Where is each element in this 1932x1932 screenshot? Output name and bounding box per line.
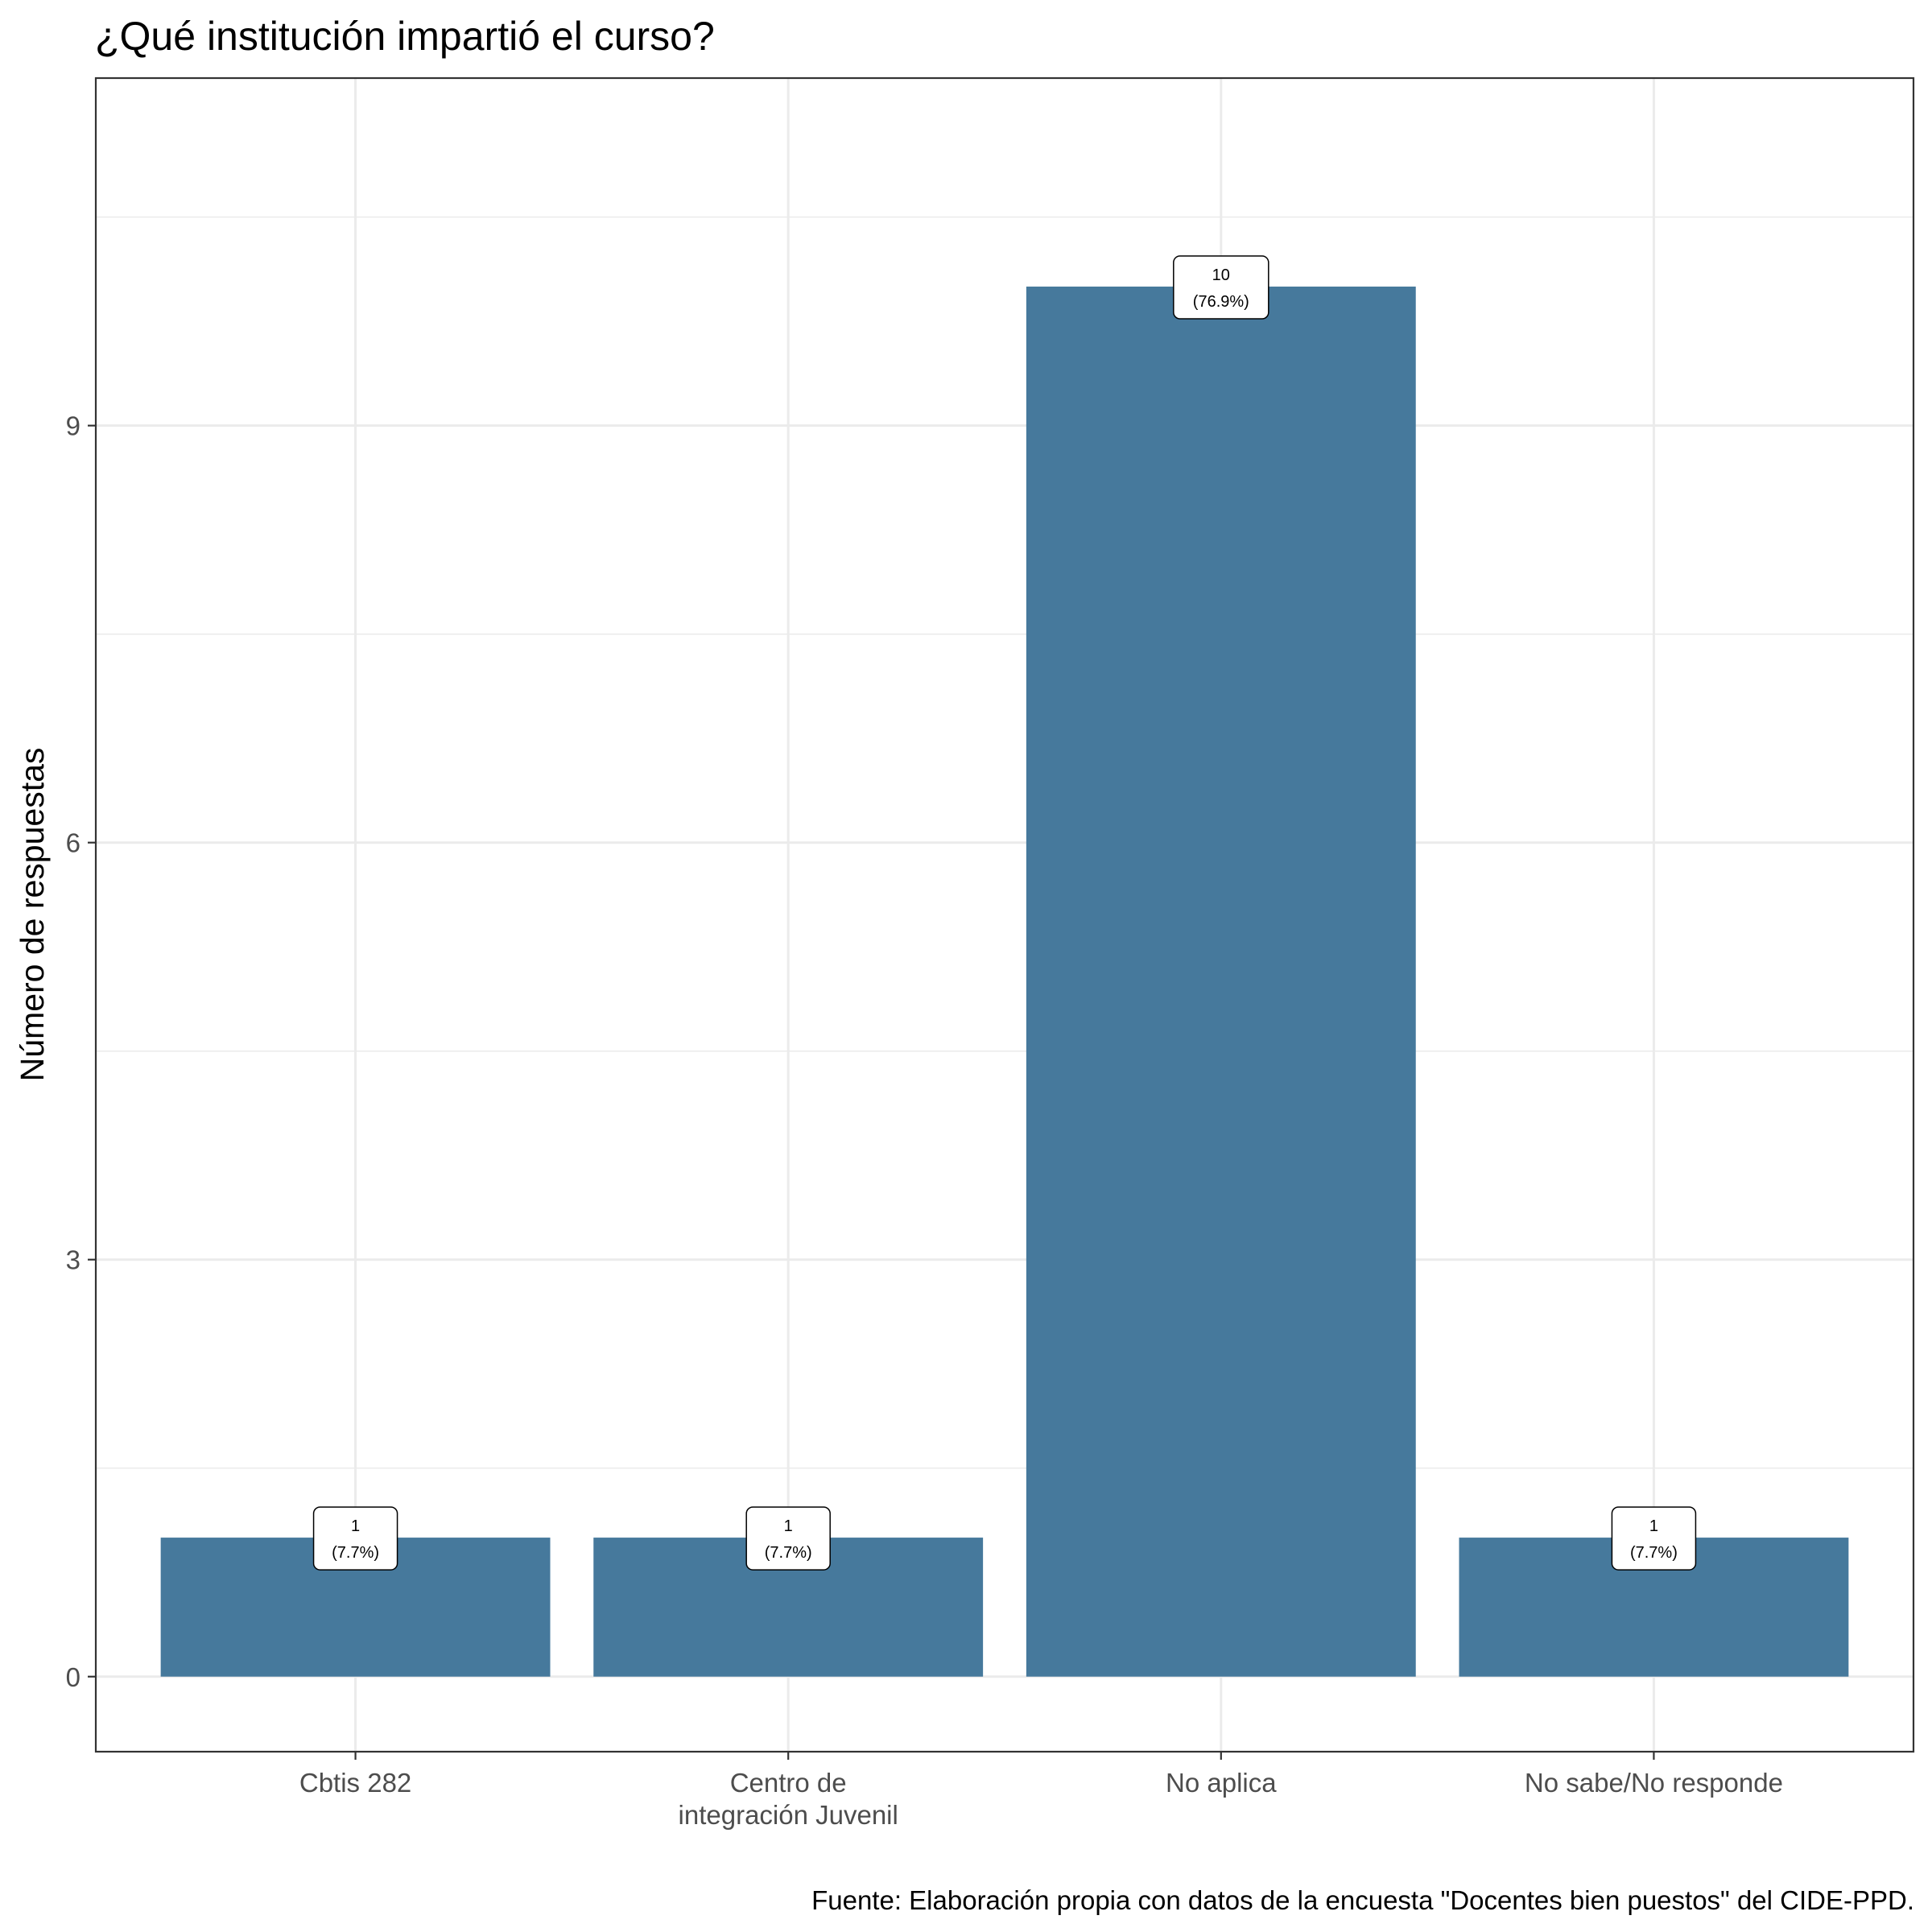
data-label-box bbox=[745, 1506, 831, 1571]
x-axis: Cbtis 282 Centro de integración Juvenil No … bbox=[299, 1752, 1783, 1830]
y-axis-title: Número de respuestas bbox=[14, 748, 51, 1082]
data-label-text: 1 (7.7%) bbox=[765, 1517, 812, 1562]
grid-minor bbox=[96, 216, 1913, 1469]
data-label-text: 1 (7.7%) bbox=[1630, 1517, 1678, 1562]
x-tick-label: No aplica bbox=[1166, 1768, 1277, 1798]
data-label: 1 (7.7%) bbox=[1611, 1506, 1697, 1571]
chart-title: ¿Qué institución impartió el curso? bbox=[95, 14, 715, 59]
data-label-box bbox=[1173, 255, 1269, 320]
y-tick-label: 9 bbox=[66, 411, 80, 441]
bar bbox=[1026, 287, 1416, 1677]
data-label-text: 10 (76.9%) bbox=[1193, 266, 1249, 311]
chart-caption: Fuente: Elaboración propia con datos de … bbox=[811, 1885, 1914, 1915]
data-label-text: 1 (7.7%) bbox=[332, 1517, 379, 1562]
data-label-box bbox=[1611, 1506, 1697, 1571]
y-axis: 0 3 6 9 bbox=[66, 411, 96, 1692]
x-tick-label: Centro de integración Juvenil bbox=[679, 1768, 898, 1830]
grid-major bbox=[96, 78, 1913, 1752]
y-tick-label: 6 bbox=[66, 828, 80, 858]
data-labels: 1 (7.7%) 1 (7.7%) 10 (76.9%) 1 (7.7%) bbox=[312, 255, 1697, 1571]
data-label: 10 (76.9%) bbox=[1173, 255, 1269, 320]
data-label: 1 (7.7%) bbox=[745, 1506, 831, 1571]
x-tick-label: No sabe/No responde bbox=[1525, 1768, 1783, 1798]
x-tick-label: Cbtis 282 bbox=[299, 1768, 411, 1798]
data-label: 1 (7.7%) bbox=[312, 1506, 398, 1571]
y-tick-label: 0 bbox=[66, 1662, 80, 1692]
bars bbox=[160, 287, 1849, 1677]
y-tick-label: 3 bbox=[66, 1245, 80, 1275]
data-label-box bbox=[312, 1506, 398, 1571]
panel-border bbox=[94, 76, 1915, 1753]
